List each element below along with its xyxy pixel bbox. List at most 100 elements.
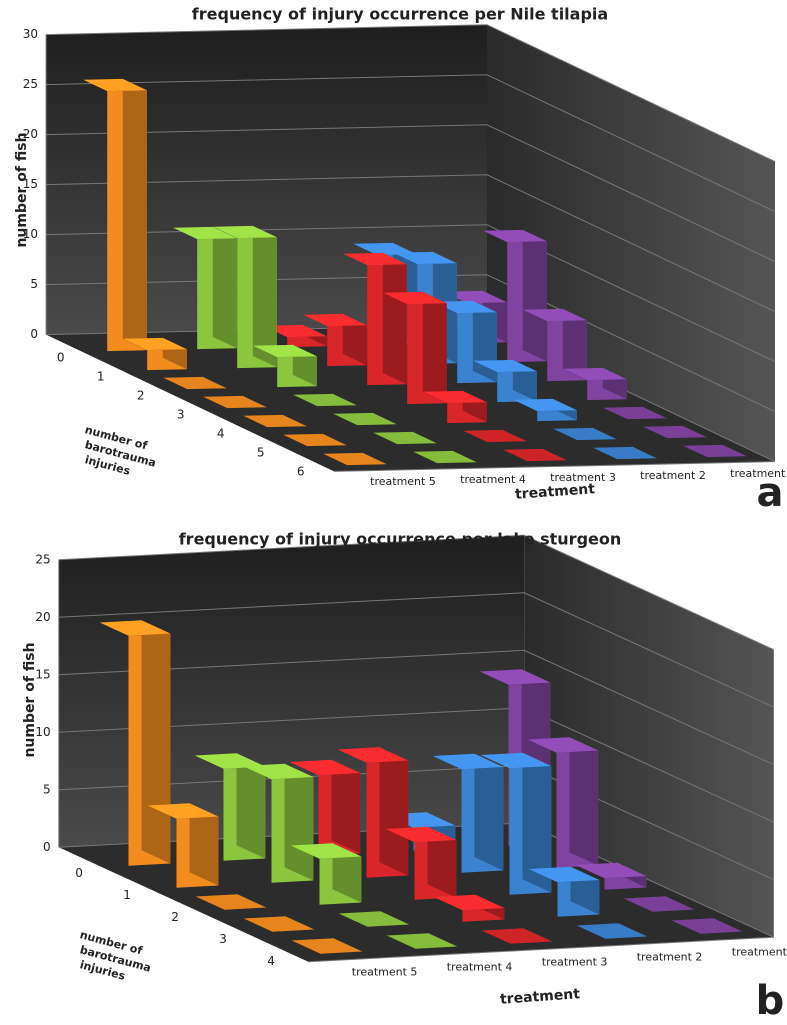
bar-side: [562, 308, 587, 381]
treatment-label: treatment 1: [730, 467, 787, 480]
bar: [432, 753, 504, 873]
bar-side: [284, 763, 314, 881]
bar: [289, 759, 361, 856]
bar: [473, 359, 537, 403]
bar-side: [522, 229, 547, 362]
bar-top: [385, 826, 457, 843]
bar-side: [342, 313, 367, 366]
grid-line: [45, 24, 776, 163]
row-label: 3: [177, 408, 185, 422]
bar-top: [527, 737, 599, 753]
row-label: 2: [171, 910, 179, 924]
treatment-label: treatment 2: [637, 950, 703, 963]
bar: [593, 446, 657, 460]
chart-panel: 0 5 10 15 20 25 30 0 1 2 3 4 5 6 treatment 5 treatment …: [14, 5, 787, 517]
bar: [123, 337, 187, 371]
bar: [386, 933, 458, 949]
bar-top: [443, 290, 507, 304]
treatment-label: treatment 4: [460, 473, 526, 486]
bar: [323, 452, 387, 466]
bar: [263, 324, 327, 348]
bar-side: [382, 252, 407, 385]
bar-top: [386, 933, 458, 949]
bar: [290, 843, 362, 905]
bar-top: [623, 896, 695, 912]
bar-side: [474, 753, 504, 871]
bar-top: [291, 938, 363, 954]
bar: [163, 376, 227, 390]
bar-top: [433, 300, 497, 314]
grid-line: [45, 124, 776, 263]
bar-top: [480, 752, 552, 769]
bar: [563, 367, 627, 401]
bar: [423, 390, 487, 424]
bar-top: [83, 78, 147, 92]
bar-top: [463, 429, 527, 443]
bar: [195, 894, 267, 910]
bar-top: [503, 448, 567, 462]
bar-top: [433, 894, 505, 911]
bar-top: [243, 916, 315, 932]
bar-top: [163, 376, 227, 390]
bar-side: [422, 291, 447, 404]
row-label: 1: [97, 370, 105, 384]
bar-top: [263, 324, 327, 338]
bar: [373, 431, 437, 445]
bar-side: [189, 803, 219, 886]
bar-top: [242, 763, 314, 780]
bar: [147, 803, 219, 888]
bar-top: [194, 753, 266, 769]
bar: [293, 393, 357, 407]
y-tick-label: 10: [35, 725, 50, 739]
chart-title: frequency of injury occurrence per lake …: [179, 530, 622, 549]
bar: [413, 450, 477, 464]
bar-top: [576, 923, 648, 939]
bar: [683, 444, 747, 458]
bar-top: [195, 894, 267, 910]
bar: [576, 923, 648, 939]
row-label: 5: [257, 446, 265, 460]
bar-top: [283, 433, 347, 447]
bar-top: [473, 359, 537, 373]
bar: [463, 429, 527, 443]
bar-side: [331, 759, 361, 854]
bar: [643, 425, 707, 439]
grid-line: [58, 592, 775, 708]
x-axis-title: treatment: [515, 481, 596, 503]
treatment-label: treatment 1: [732, 945, 787, 958]
bar: [503, 448, 567, 462]
bar: [513, 398, 577, 422]
bar-top: [393, 251, 457, 265]
y-tick-label: 10: [23, 227, 38, 241]
bar-top: [253, 344, 317, 358]
bar-top: [338, 911, 410, 927]
bar: [523, 308, 587, 382]
bar: [623, 896, 695, 912]
bar: [333, 412, 397, 426]
bar-top: [528, 866, 600, 883]
bar: [385, 826, 457, 900]
bar: [383, 291, 447, 405]
grid-line: [45, 174, 776, 313]
chart-panel: 0 5 10 15 20 25 0 1 2 3 4 treatment 5 treatment 4 tre…: [22, 530, 787, 1025]
bar-top: [373, 431, 437, 445]
bar: [83, 78, 147, 352]
bar-top: [481, 928, 553, 944]
bar-top: [575, 862, 647, 879]
bar-top: [383, 291, 447, 305]
grid-line: [45, 274, 776, 413]
bar: [483, 229, 547, 363]
bar: [283, 433, 347, 447]
x-axis-title: treatment: [500, 986, 581, 1008]
y-axis-title: number of fish: [14, 132, 30, 247]
bar-top: [483, 229, 547, 243]
treatment-label: treatment 3: [542, 955, 608, 968]
bar: [603, 406, 667, 420]
bar-top: [563, 367, 627, 381]
treatment-label: treatment 4: [447, 960, 513, 973]
grid-line: [58, 534, 775, 651]
bar-side: [569, 737, 599, 866]
bar-top: [553, 427, 617, 441]
bar-top: [333, 412, 397, 426]
bar-top: [683, 444, 747, 458]
